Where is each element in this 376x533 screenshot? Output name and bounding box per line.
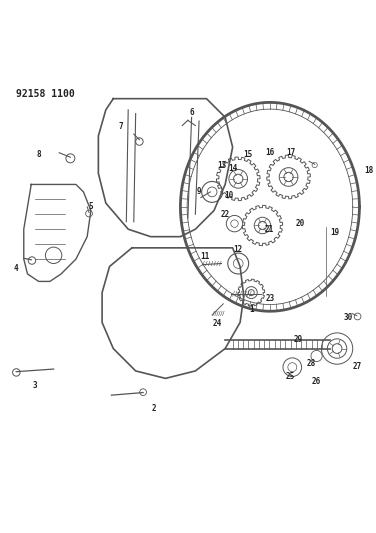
Text: 14: 14 bbox=[228, 164, 237, 173]
Text: 5: 5 bbox=[89, 203, 93, 211]
Text: 13: 13 bbox=[217, 161, 226, 171]
Text: 11: 11 bbox=[200, 252, 209, 261]
Text: 23: 23 bbox=[265, 294, 274, 303]
Text: 8: 8 bbox=[36, 150, 41, 159]
Text: 21: 21 bbox=[265, 225, 274, 235]
Text: 1: 1 bbox=[249, 305, 253, 314]
Text: 18: 18 bbox=[364, 166, 373, 175]
Text: 20: 20 bbox=[295, 219, 305, 228]
Text: 3: 3 bbox=[33, 381, 37, 390]
Text: 26: 26 bbox=[312, 377, 321, 386]
Text: 19: 19 bbox=[331, 229, 340, 237]
Text: 2: 2 bbox=[152, 405, 157, 414]
Text: 7: 7 bbox=[118, 122, 123, 131]
Text: 27: 27 bbox=[353, 362, 362, 371]
Text: 30: 30 bbox=[344, 313, 353, 322]
Text: 22: 22 bbox=[221, 210, 230, 219]
Text: 25: 25 bbox=[286, 372, 295, 381]
Text: 16: 16 bbox=[265, 148, 274, 157]
Text: 29: 29 bbox=[293, 335, 303, 344]
Text: 9: 9 bbox=[197, 188, 202, 196]
Text: 24: 24 bbox=[213, 319, 222, 328]
Text: 92158 1100: 92158 1100 bbox=[16, 90, 75, 99]
Text: 12: 12 bbox=[233, 245, 243, 254]
Text: 6: 6 bbox=[189, 108, 194, 117]
Text: 17: 17 bbox=[286, 148, 295, 157]
Text: 15: 15 bbox=[243, 150, 252, 159]
Text: 10: 10 bbox=[224, 191, 233, 200]
Text: 28: 28 bbox=[306, 359, 315, 368]
Text: 4: 4 bbox=[14, 264, 19, 273]
